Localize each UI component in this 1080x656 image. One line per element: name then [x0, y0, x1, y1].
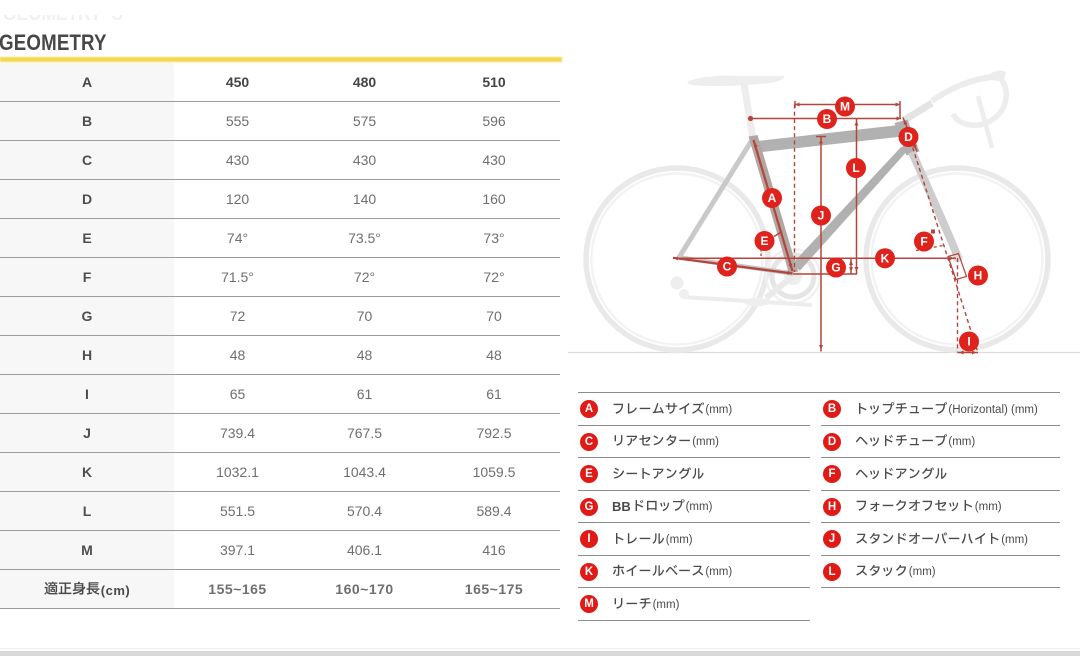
svg-text:E: E — [760, 234, 768, 248]
svg-text:D: D — [904, 130, 913, 144]
svg-text:C: C — [723, 260, 732, 274]
svg-text:A: A — [768, 191, 777, 205]
svg-text:H: H — [974, 269, 983, 283]
svg-text:B: B — [823, 112, 832, 126]
svg-text:L: L — [852, 161, 859, 175]
svg-text:J: J — [818, 209, 825, 223]
svg-text:K: K — [881, 251, 890, 265]
svg-text:F: F — [920, 235, 927, 249]
svg-text:I: I — [967, 335, 970, 349]
svg-text:M: M — [840, 100, 850, 114]
svg-text:G: G — [831, 261, 840, 275]
